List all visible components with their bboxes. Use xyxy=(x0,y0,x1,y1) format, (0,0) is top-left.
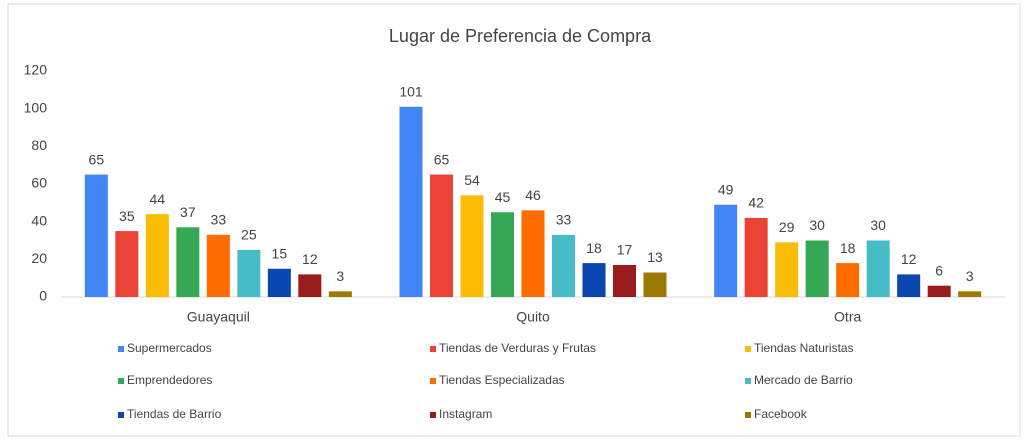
data-label: 65 xyxy=(89,151,105,167)
data-label: 6 xyxy=(935,262,943,278)
data-label: 12 xyxy=(901,251,917,267)
x-tick-label: Quito xyxy=(516,309,550,325)
legend-label: Supermercados xyxy=(127,341,212,355)
bar xyxy=(927,285,951,297)
data-label: 30 xyxy=(809,217,825,233)
legend-swatch xyxy=(745,412,751,418)
legend-swatch xyxy=(118,412,124,418)
bar xyxy=(237,249,261,297)
y-tick-label: 80 xyxy=(31,137,47,153)
bar xyxy=(552,234,575,297)
data-label: 33 xyxy=(556,212,572,228)
bar xyxy=(206,234,230,297)
y-tick-label: 20 xyxy=(31,250,47,266)
legend-label: Instagram xyxy=(439,407,493,421)
legend-label: Facebook xyxy=(754,407,807,421)
data-label: 13 xyxy=(647,249,663,265)
data-label: 25 xyxy=(241,227,257,243)
y-tick-label: 120 xyxy=(24,62,48,78)
legend-swatch xyxy=(430,346,436,352)
bar xyxy=(399,106,423,298)
bar xyxy=(430,174,453,297)
data-label: 44 xyxy=(150,191,166,207)
bar xyxy=(84,174,108,297)
x-tick-label: Guayaquil xyxy=(187,309,250,325)
data-label: 18 xyxy=(586,240,602,256)
bar xyxy=(866,240,890,297)
data-label: 18 xyxy=(840,240,856,256)
data-label: 35 xyxy=(119,208,135,224)
data-label: 37 xyxy=(180,204,196,220)
bar xyxy=(491,212,514,297)
bar xyxy=(521,210,545,297)
bar xyxy=(714,204,738,297)
legend-label: Tiendas Especializadas xyxy=(439,373,565,387)
y-tick-label: 40 xyxy=(31,212,47,228)
bar xyxy=(836,263,860,297)
data-label: 33 xyxy=(211,212,227,228)
bar xyxy=(897,274,921,297)
data-label: 49 xyxy=(718,181,734,197)
legend-label: Tiendas de Verduras y Frutas xyxy=(439,341,596,355)
data-label: 46 xyxy=(525,187,541,203)
bar xyxy=(298,274,322,297)
bar xyxy=(460,195,484,297)
legend-label: Emprendedores xyxy=(127,373,213,387)
data-label: 17 xyxy=(617,242,633,258)
bar xyxy=(582,263,606,297)
chart-title: Lugar de Preferencia de Compra xyxy=(389,26,652,46)
data-label: 42 xyxy=(748,195,764,211)
data-label: 15 xyxy=(272,245,288,261)
bar xyxy=(775,242,799,297)
bar xyxy=(115,231,139,297)
data-label: 3 xyxy=(336,268,344,284)
legend-swatch xyxy=(430,412,436,418)
x-tick-label: Otra xyxy=(834,309,861,325)
y-tick-label: 60 xyxy=(31,175,47,191)
data-label: 54 xyxy=(464,172,480,188)
data-label: 45 xyxy=(495,189,511,205)
bar xyxy=(643,272,667,297)
legend-swatch xyxy=(430,378,436,384)
y-tick-label: 100 xyxy=(24,99,48,115)
data-label: 12 xyxy=(302,251,318,267)
bar xyxy=(744,217,768,297)
bar xyxy=(145,214,169,297)
legend-swatch xyxy=(118,346,124,352)
legend-swatch xyxy=(745,346,751,352)
bar xyxy=(267,268,291,297)
legend-swatch xyxy=(745,378,751,384)
legend-label: Tiendas Naturistas xyxy=(754,341,854,355)
y-tick-label: 0 xyxy=(39,288,47,304)
data-label: 65 xyxy=(434,151,450,167)
bar xyxy=(958,291,982,297)
bar xyxy=(805,240,829,297)
data-label: 30 xyxy=(870,217,886,233)
bar xyxy=(176,227,200,297)
data-label: 101 xyxy=(399,83,423,99)
bar xyxy=(613,264,636,297)
legend-swatch xyxy=(118,378,124,384)
legend-label: Tiendas de Barrio xyxy=(127,407,222,421)
data-label: 29 xyxy=(779,219,795,235)
legend-label: Mercado de Barrio xyxy=(754,373,853,387)
bar xyxy=(328,291,352,297)
data-label: 3 xyxy=(966,268,974,284)
